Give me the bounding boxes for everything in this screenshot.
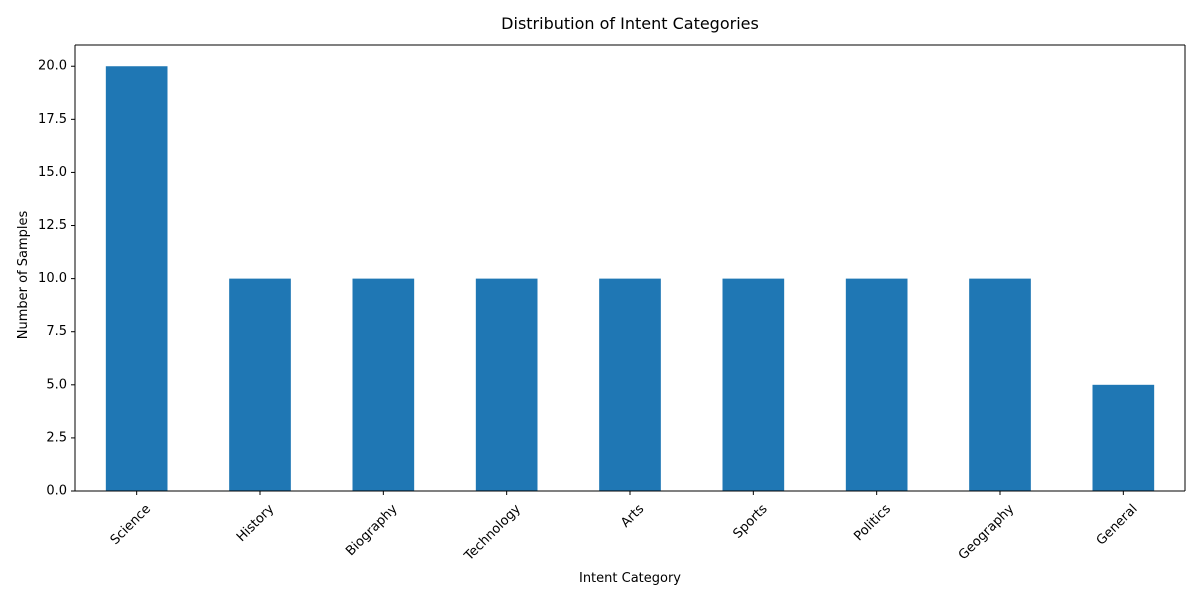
x-tick-label: Geography — [956, 501, 1018, 563]
x-tick-label: Technology — [461, 501, 524, 564]
y-tick-label: 17.5 — [38, 112, 67, 127]
bars-group — [105, 66, 1155, 492]
y-axis: 0.0 2.5 5.0 7.5 10.0 12.5 15.0 17.5 20.0 — [38, 59, 75, 499]
bar-biography — [352, 278, 415, 491]
bar-technology — [475, 278, 538, 491]
bar-general — [1092, 384, 1155, 491]
bar-arts — [599, 278, 661, 491]
y-tick-label: 7.5 — [46, 324, 67, 339]
x-tick-label: Politics — [851, 501, 894, 544]
x-tick-label: Biography — [343, 501, 401, 559]
bar-sports — [722, 278, 785, 491]
y-tick-label: 5.0 — [46, 377, 67, 392]
y-axis-label: Number of Samples — [16, 211, 31, 340]
x-tick-label: Arts — [618, 501, 647, 530]
x-axis: Science History Biography Technology Arts Spo… — [108, 491, 1141, 564]
x-axis-label: Intent Category — [579, 571, 681, 586]
y-tick-label: 2.5 — [46, 430, 67, 445]
x-tick-label: Sports — [731, 502, 771, 542]
chart-title: Distribution of Intent Categories — [501, 14, 759, 33]
bar-politics — [845, 278, 908, 491]
y-tick-label: 15.0 — [38, 165, 67, 180]
x-tick-label: General — [1094, 502, 1141, 549]
y-tick-label: 12.5 — [38, 218, 67, 233]
y-tick-label: 0.0 — [46, 484, 67, 499]
y-tick-label: 10.0 — [38, 271, 67, 286]
x-tick-label: Science — [108, 502, 154, 548]
x-tick-label: History — [234, 501, 278, 545]
bar-geography — [969, 278, 1031, 491]
bar-history — [229, 278, 291, 491]
axes-frame — [74, 44, 1186, 492]
bar-science — [105, 66, 168, 492]
y-tick-label: 20.0 — [38, 59, 67, 74]
